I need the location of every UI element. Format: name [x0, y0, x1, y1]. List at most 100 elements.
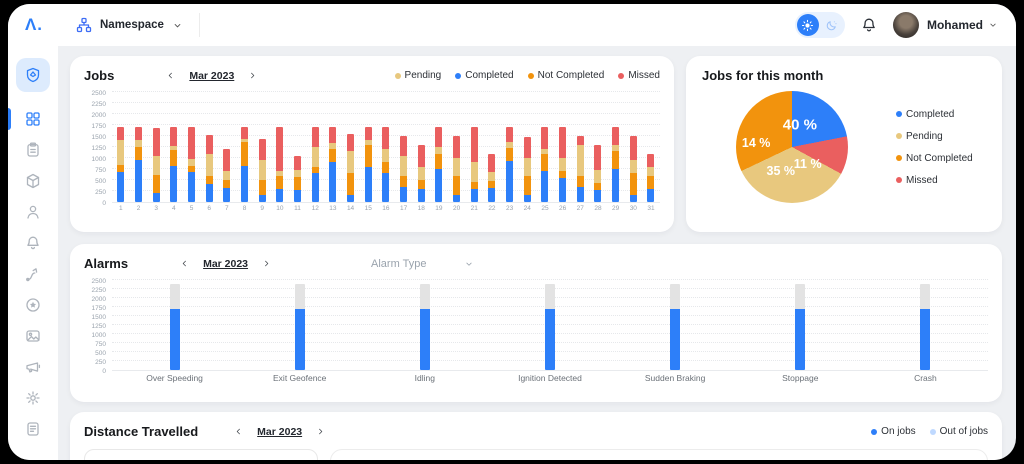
sun-icon[interactable]	[796, 14, 819, 36]
sidebar-item-document[interactable]	[8, 420, 58, 438]
y-tick-label: 500	[95, 177, 106, 185]
x-tick-label: 14	[346, 205, 355, 212]
sidebar	[8, 46, 58, 460]
bar-segment-missed	[170, 127, 178, 146]
bar-segment-not-completed	[453, 175, 461, 196]
prev-month-button[interactable]	[166, 71, 175, 80]
bar-segment-alarm-count	[544, 308, 555, 370]
y-tick-label: 1750	[91, 304, 106, 312]
stacked-bar	[488, 153, 496, 202]
sidebar-item-bell-ring[interactable]	[8, 234, 58, 252]
alarms-panel: Alarms Mar 2023 Alarm Type 0 250 500 750 100…	[70, 244, 1002, 402]
legend-label: Missed	[628, 70, 660, 81]
alarm-type-dropdown[interactable]: Alarm Type	[371, 258, 474, 270]
legend-label: Pending	[906, 130, 943, 142]
gridline	[112, 124, 660, 125]
bar-column: 10	[271, 93, 289, 212]
bar-segment-not-completed	[311, 166, 319, 174]
bar-segment-missed	[311, 127, 319, 148]
bar-segment-not-completed	[170, 150, 178, 166]
bar-column: Ignition Detected	[487, 281, 612, 383]
namespace-dropdown[interactable]: Namespace	[60, 4, 199, 46]
bar-segment-not-completed	[594, 183, 602, 190]
sidebar-item-cube[interactable]	[8, 172, 58, 190]
clipboard-icon	[25, 142, 41, 158]
bar-segment-completed	[453, 195, 461, 202]
topbar-divider	[198, 13, 200, 37]
next-month-button[interactable]	[316, 427, 325, 436]
next-month-button[interactable]	[248, 71, 257, 80]
bar-segment-pending	[559, 158, 567, 172]
avatar[interactable]	[892, 12, 919, 38]
distance-month-label[interactable]: Mar 2023	[257, 425, 303, 438]
bar-segment-alarm-count	[169, 308, 180, 370]
bar-segment-completed	[152, 193, 160, 202]
bar-segment-missed	[647, 153, 655, 167]
x-tick-label: 24	[523, 205, 531, 212]
moon-icon[interactable]	[821, 14, 843, 36]
x-tick-label: 21	[470, 205, 478, 212]
bar-segment-pending	[258, 160, 266, 181]
stacked-bar	[629, 136, 637, 202]
alarms-chart-plot: Over Speeding Exit Geofence Idling Ignition…	[112, 279, 988, 383]
x-tick-label: 27	[576, 205, 584, 212]
x-tick-label: Sudden Braking	[644, 373, 706, 383]
gridline	[112, 102, 660, 103]
x-tick-label: 6	[207, 205, 211, 212]
bar-segment-completed	[488, 187, 496, 202]
sidebar-brand-tile[interactable]	[16, 58, 50, 92]
search-input[interactable]	[84, 449, 318, 460]
user-name[interactable]: Mohamed	[926, 18, 983, 32]
bar-column: Idling	[362, 281, 487, 383]
bar-segment-completed	[241, 165, 249, 202]
notifications-button[interactable]	[861, 17, 877, 33]
legend-item: Missed	[896, 175, 973, 186]
bar-column: 1	[112, 93, 130, 212]
bar-segment-not-completed	[276, 175, 284, 189]
y-tick-label: 2000	[91, 111, 106, 119]
x-tick-label: 23	[505, 205, 514, 212]
sidebar-item-person[interactable]	[8, 203, 58, 221]
sidebar-item-route[interactable]	[8, 265, 58, 283]
bar-segment-completed	[612, 169, 620, 202]
sidebar-item-megaphone[interactable]	[8, 358, 58, 376]
sidebar-item-image[interactable]	[8, 327, 58, 345]
user-menu-chevron-icon[interactable]	[988, 20, 998, 30]
bar-segment-completed	[205, 184, 213, 202]
sidebar-item-gear[interactable]	[8, 389, 58, 407]
sidebar-item-grid[interactable]	[8, 108, 58, 130]
app-logo[interactable]: Λ.	[8, 15, 60, 35]
bar-column: Sudden Braking	[613, 281, 738, 383]
bar-segment-not-completed	[647, 175, 655, 189]
y-tick-label: 0	[102, 367, 106, 375]
legend-label: On jobs	[881, 426, 916, 437]
bar-segment-pending	[188, 159, 196, 166]
bar-segment-pending	[400, 155, 408, 176]
y-tick-label: 1000	[91, 155, 106, 163]
bar-segment-not-completed	[241, 141, 249, 166]
pie-slice-label-pending: 35 %	[766, 163, 796, 178]
bar-segment-remainder	[920, 283, 931, 309]
bar-segment-missed	[241, 127, 249, 140]
next-month-button[interactable]	[262, 259, 271, 268]
x-tick-label: 26	[559, 205, 567, 212]
legend-label: Not Completed	[906, 152, 973, 164]
alarms-month-label[interactable]: Mar 2023	[203, 257, 249, 270]
legend-dot	[896, 177, 902, 183]
prev-month-button[interactable]	[180, 259, 189, 268]
jobs-month-label[interactable]: Mar 2023	[189, 69, 235, 82]
distance-panel: Distance Travelled Mar 2023 On jobs Out o…	[70, 412, 1002, 460]
y-tick-label: 750	[95, 166, 106, 174]
sidebar-item-clipboard[interactable]	[8, 141, 58, 159]
stacked-bar	[258, 139, 266, 202]
prev-month-button[interactable]	[234, 427, 243, 436]
bar-segment-completed	[506, 161, 514, 202]
stacked-bar	[470, 127, 478, 202]
theme-toggle[interactable]	[794, 12, 845, 38]
sidebar-item-star-circle[interactable]	[8, 296, 58, 314]
x-tick-label: 5	[189, 205, 194, 212]
bar-segment-completed	[347, 195, 355, 202]
bar-segment-alarm-count	[670, 308, 681, 370]
y-tick-label: 500	[95, 349, 106, 357]
bar-segment-completed	[364, 166, 372, 202]
